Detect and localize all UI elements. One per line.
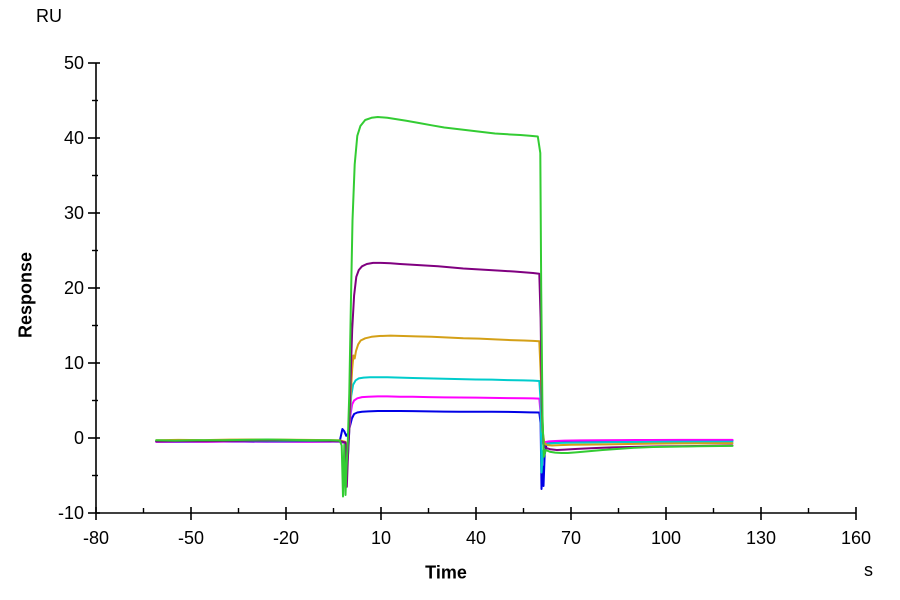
- x-tick-label: 10: [371, 528, 391, 548]
- series-line-gold: [155, 334, 734, 451]
- x-tick-label: 160: [841, 528, 871, 548]
- series-line-purple: [155, 261, 734, 488]
- y-tick-label: -10: [58, 503, 84, 523]
- y-tick-label: 40: [64, 128, 84, 148]
- x-axis-title: Time: [425, 562, 467, 583]
- x-axis-unit-label: s: [864, 560, 873, 580]
- x-tick-label: 70: [561, 528, 581, 548]
- y-axis-unit-label: RU: [36, 6, 62, 26]
- x-tick-label: -80: [83, 528, 109, 548]
- series-line-green: [155, 116, 734, 498]
- y-tick-label: 50: [64, 53, 84, 73]
- x-tick-label: 100: [651, 528, 681, 548]
- x-tick-label: 130: [746, 528, 776, 548]
- x-tick-label: -50: [178, 528, 204, 548]
- series-line-cyan: [155, 376, 734, 474]
- y-tick-label: 30: [64, 203, 84, 223]
- x-tick-label: 40: [466, 528, 486, 548]
- y-axis-title: Response: [15, 251, 36, 339]
- y-tick-label: 10: [64, 353, 84, 373]
- y-tick-label: 0: [74, 428, 84, 448]
- series-line-blue: [155, 410, 734, 490]
- x-tick-label: -20: [273, 528, 299, 548]
- y-tick-label: 20: [64, 278, 84, 298]
